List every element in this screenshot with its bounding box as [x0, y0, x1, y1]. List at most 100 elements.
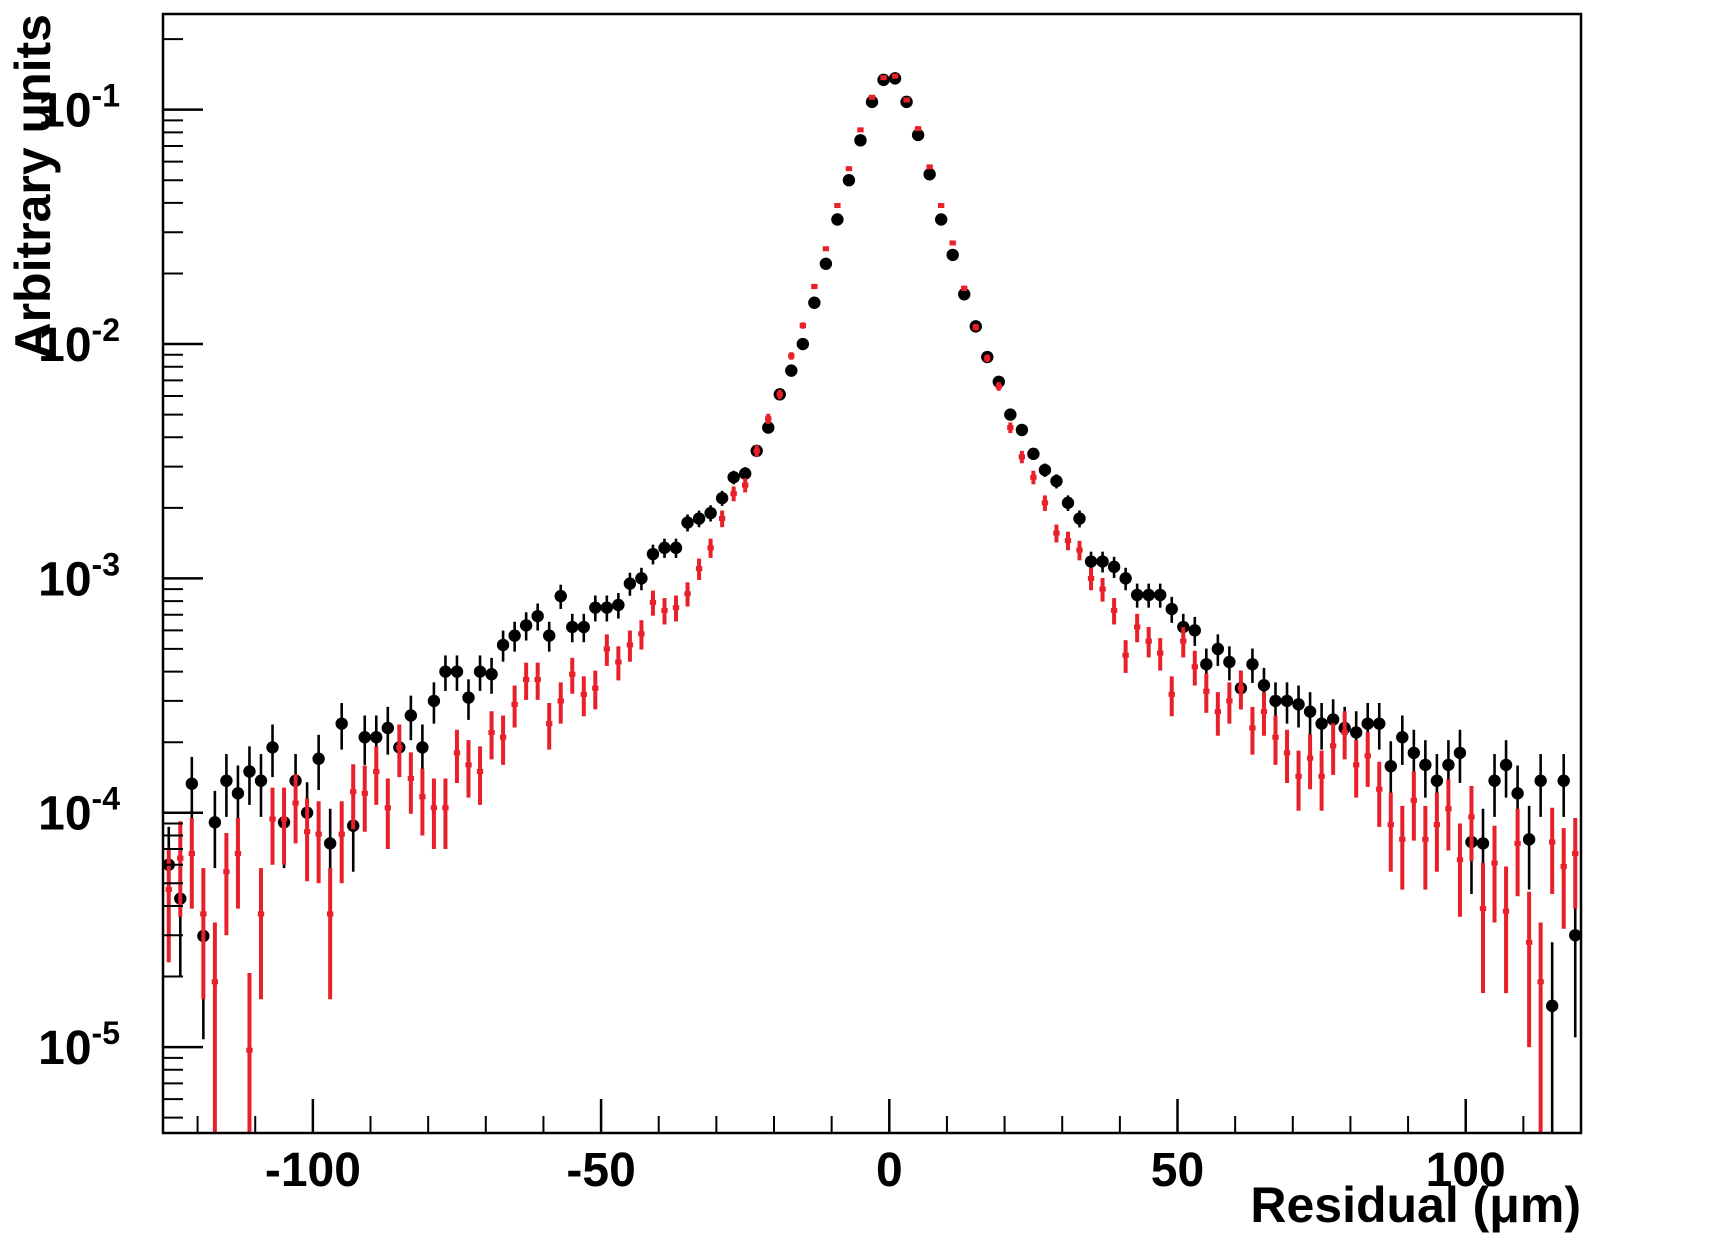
data-point [868, 94, 876, 100]
data-point [404, 709, 418, 722]
data-point [373, 768, 380, 774]
data-point [1292, 698, 1305, 711]
data-point [1237, 685, 1245, 691]
data-point [603, 646, 611, 652]
data-point [546, 721, 553, 727]
data-point [1514, 840, 1521, 846]
data-point [200, 911, 207, 917]
data-point [1522, 833, 1536, 846]
data-point [934, 213, 948, 226]
data-point [1511, 787, 1524, 800]
data-point [635, 572, 648, 585]
data-point [1353, 762, 1360, 768]
data-point [914, 126, 922, 132]
data-point [776, 391, 783, 397]
data-point [718, 516, 726, 522]
data-point [831, 213, 844, 226]
data-point [1030, 474, 1037, 480]
data-point [396, 744, 403, 750]
data-point [1191, 664, 1198, 670]
y-tick-exponent: -2 [92, 312, 120, 348]
data-point [315, 831, 322, 837]
data-point [845, 166, 853, 172]
data-point [661, 607, 668, 613]
data-point [1076, 547, 1083, 553]
data-point [1180, 638, 1187, 644]
data-point [577, 620, 590, 634]
data-point [1361, 717, 1374, 730]
data-point [1280, 694, 1294, 708]
data-point [407, 775, 415, 781]
data-point [1004, 408, 1017, 421]
data-point [450, 665, 464, 678]
y-tick-label: 10-5 [38, 1015, 120, 1075]
data-point [485, 668, 498, 681]
data-point [1142, 588, 1155, 602]
data-point [753, 448, 760, 454]
data-point [499, 734, 507, 740]
data-point [1456, 857, 1464, 863]
data-point [684, 591, 691, 597]
y-tick-base: 10 [38, 85, 91, 138]
data-point [765, 416, 772, 422]
data-point [727, 471, 740, 484]
data-point [358, 731, 371, 744]
data-point [303, 829, 311, 835]
data-point [1107, 560, 1121, 574]
data-point [557, 698, 564, 704]
data-point [984, 355, 991, 361]
data-point [1203, 688, 1210, 694]
data-point [623, 577, 637, 590]
data-point [1038, 463, 1052, 477]
data-point [1488, 774, 1501, 787]
y-tick-exponent: -1 [92, 78, 120, 114]
data-point [208, 816, 222, 829]
data-point [938, 203, 945, 209]
data-point [1442, 758, 1455, 772]
data-point [1214, 709, 1222, 715]
data-point [1061, 496, 1075, 510]
data-point [292, 800, 299, 806]
y-tick-base: 10 [38, 1022, 91, 1075]
data-point [949, 240, 956, 246]
data-point [269, 816, 276, 822]
data-point [1050, 474, 1063, 488]
data-point [785, 364, 798, 377]
data-point [1399, 836, 1406, 842]
data-point [1084, 555, 1098, 568]
data-point [1410, 797, 1418, 803]
data-point [1133, 624, 1141, 630]
data-point [566, 620, 579, 634]
data-point [508, 629, 521, 642]
data-point [612, 598, 625, 612]
data-point [1122, 652, 1129, 658]
data-point [842, 174, 856, 187]
x-tick-label: 100 [1426, 1144, 1506, 1197]
data-point [1419, 758, 1432, 772]
data-point [234, 851, 242, 857]
data-point [1269, 694, 1282, 708]
data-point [1479, 906, 1487, 912]
data-point [496, 638, 510, 652]
data-point [1572, 851, 1579, 857]
data-point [231, 787, 245, 800]
data-point [1349, 726, 1363, 739]
data-point [1145, 638, 1152, 644]
data-point [738, 467, 752, 480]
data-point [857, 127, 864, 133]
data-point [534, 677, 541, 683]
x-tick-label: 0 [876, 1144, 903, 1197]
data-point [185, 777, 199, 790]
data-point [1096, 555, 1109, 568]
data-point [1007, 425, 1014, 431]
data-point [1041, 500, 1049, 506]
data-point [1387, 822, 1394, 828]
data-point [1422, 836, 1429, 842]
x-tick-label: 50 [1151, 1144, 1204, 1197]
data-point [1211, 642, 1225, 656]
data-point [1257, 679, 1271, 692]
data-point [715, 491, 729, 505]
data-point [1087, 575, 1095, 581]
y-tick-base: 10 [38, 319, 91, 372]
data-point [1200, 658, 1213, 671]
